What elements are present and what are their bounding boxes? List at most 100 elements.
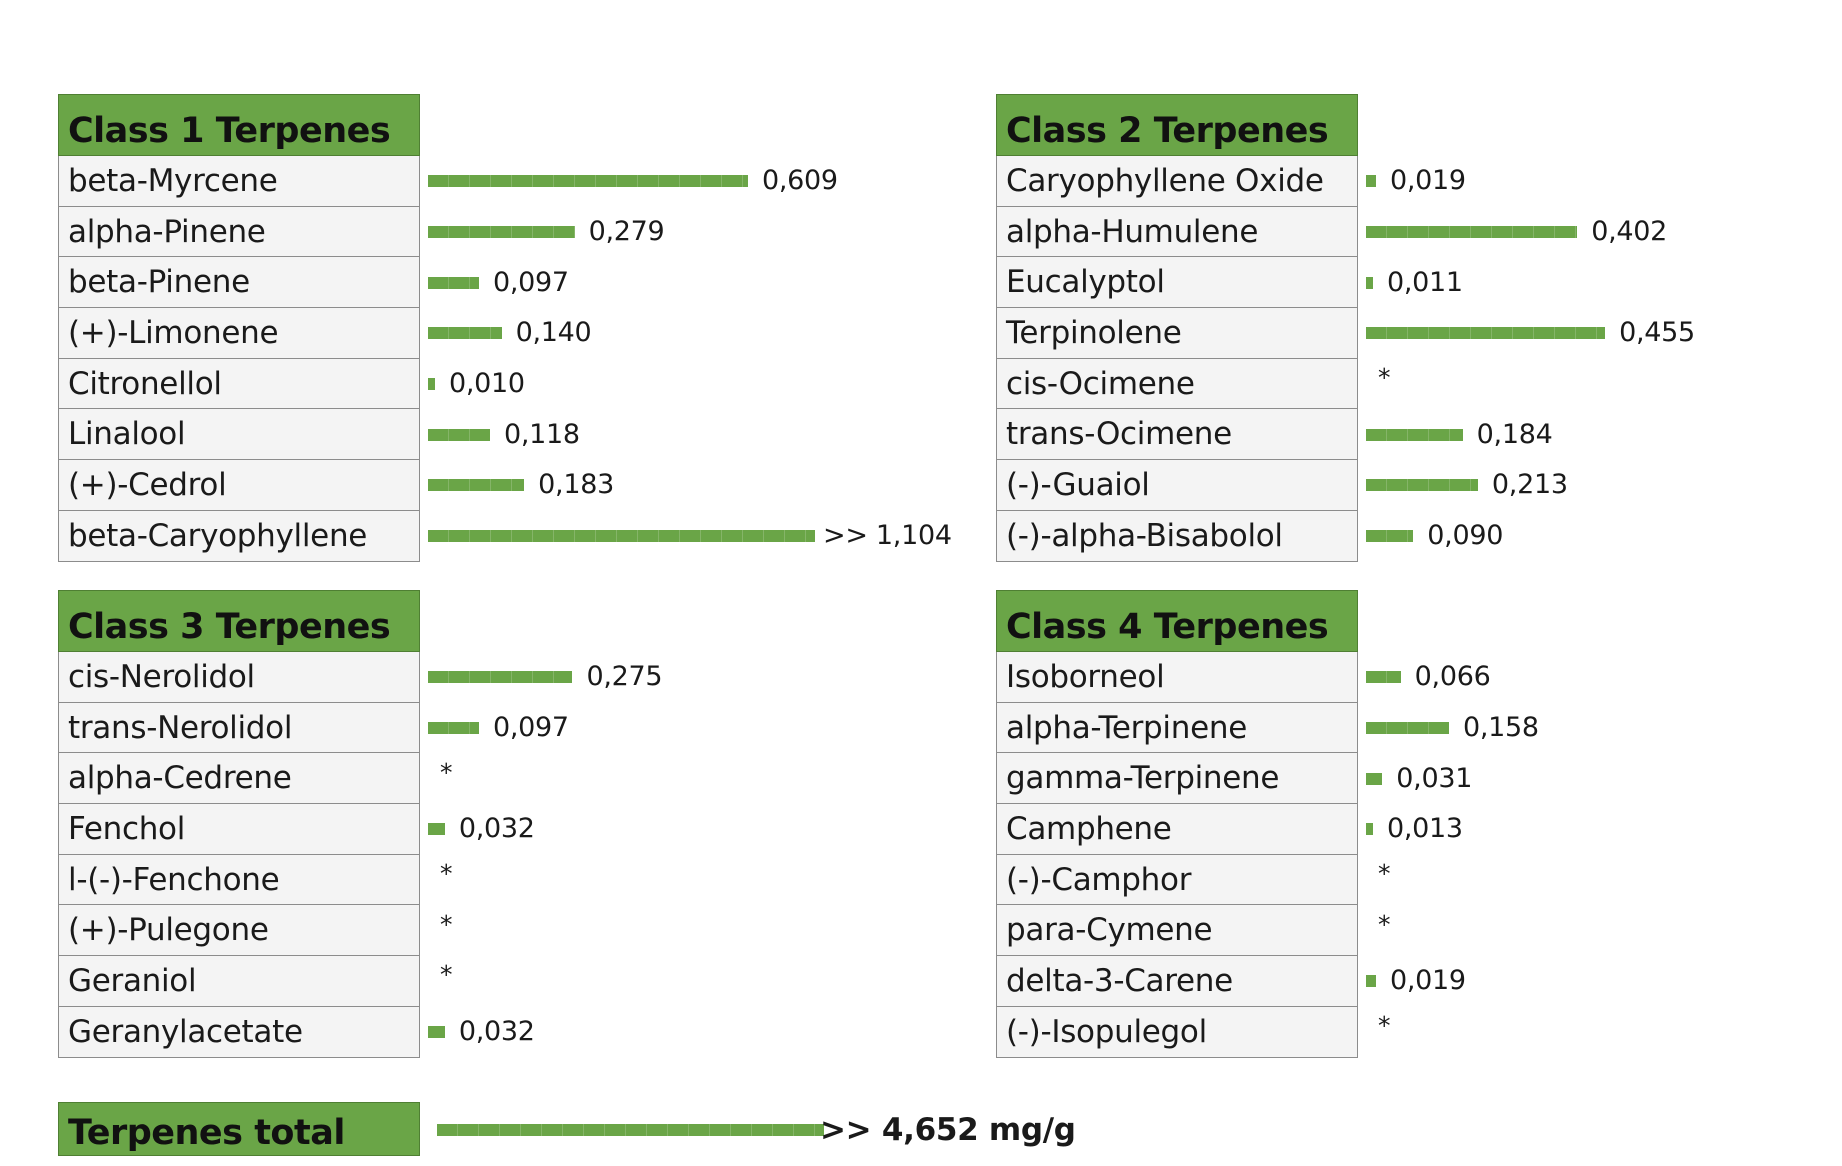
terpene-name: beta-Myrcene: [68, 162, 278, 199]
name-cell: beta-Myrcene: [58, 156, 420, 207]
value-label: 0,019: [1389, 965, 1466, 997]
bar: [1366, 175, 1376, 188]
row-alpha-cedrene: alpha-Cedrene *: [58, 753, 958, 805]
name-cell: Linalool: [58, 409, 420, 461]
value-label: 0,402: [1591, 215, 1668, 247]
terpene-name: Eucalyptol: [1006, 264, 1165, 301]
bar: [428, 823, 445, 836]
terpene-name: alpha-Humulene: [1006, 213, 1259, 250]
total-value: >> 4,652 mg/g: [820, 1112, 1076, 1148]
bar: [428, 1026, 445, 1039]
name-cell: gamma-Terpinene: [996, 753, 1358, 805]
row-gamma-terpinene: gamma-Terpinene 0,031: [996, 753, 1842, 805]
value-label: 0,609: [762, 165, 838, 197]
terpene-name: (-)-Isopulegol: [1006, 1013, 1207, 1050]
value-label: 0,275: [586, 661, 663, 693]
terpene-name: alpha-Terpinene: [1006, 709, 1247, 746]
name-cell: alpha-Terpinene: [996, 702, 1358, 754]
value-label: 0,118: [504, 418, 580, 450]
value-label: *: [1378, 1011, 1391, 1041]
row-geranylacetate: Geranylacetate 0,032: [58, 1006, 958, 1058]
name-cell: Eucalyptol: [996, 257, 1358, 309]
panel-class-1: Class 1 Terpenes beta-Myrcene 0,609 alpha-P…: [58, 94, 958, 562]
bar: [1366, 671, 1401, 684]
row-linalool: Linalool 0,118: [58, 409, 958, 461]
value-label: 0,184: [1476, 418, 1553, 450]
row-delta-3-carene: delta-3-Carene 0,019: [996, 956, 1842, 1007]
name-cell: trans-Ocimene: [996, 409, 1358, 461]
bar: [1366, 722, 1450, 735]
terpene-name: (-)-alpha-Bisabolol: [1006, 517, 1283, 554]
bar: [1366, 479, 1478, 492]
name-cell: l-(-)-Fenchone: [58, 854, 420, 906]
name-cell: (-)-alpha-Bisabolol: [996, 510, 1358, 562]
terpene-name: Geraniol: [68, 962, 197, 999]
value-label: 0,010: [449, 367, 525, 399]
panel-class-2: Class 2 Terpenes Caryophyllene Oxide 0,019…: [996, 94, 1842, 562]
terpene-name: (-)-Camphor: [1006, 861, 1192, 898]
value-label: 0,066: [1414, 661, 1491, 693]
row-alpha-pinene: alpha-Pinene 0,279: [58, 206, 958, 258]
name-cell: Terpinolene: [996, 308, 1358, 359]
bar: [428, 327, 502, 340]
bar: [428, 428, 490, 441]
terpene-name: (+)-Cedrol: [68, 466, 227, 503]
row-pulegone: (+)-Pulegone *: [58, 905, 958, 957]
name-cell: alpha-Humulene: [996, 206, 1358, 258]
name-cell: Caryophyllene Oxide: [996, 156, 1358, 207]
panel-title: Class 1 Terpenes: [68, 111, 391, 151]
value-label: 0,455: [1619, 317, 1695, 349]
name-cell: Geranylacetate: [58, 1006, 420, 1058]
bar: [428, 479, 525, 492]
row-cis-nerolidol: cis-Nerolidol 0,275: [58, 652, 958, 703]
value-label: 0,013: [1387, 813, 1463, 845]
terpene-name: cis-Ocimene: [1006, 365, 1195, 402]
row-citronellol: Citronellol 0,010: [58, 358, 958, 410]
name-cell: beta-Pinene: [58, 257, 420, 309]
terpene-name: Caryophyllene Oxide: [1006, 162, 1324, 199]
terpene-name: (-)-Guaiol: [1006, 466, 1150, 503]
panel-class-3: Class 3 Terpenes cis-Nerolidol 0,275 trans-…: [58, 590, 958, 1058]
bar: [1366, 530, 1414, 543]
bar: [428, 276, 479, 289]
value-label: 0,031: [1396, 762, 1473, 794]
name-cell: cis-Nerolidol: [58, 652, 420, 703]
name-cell: para-Cymene: [996, 905, 1358, 957]
bar: [428, 671, 573, 684]
bar: [428, 226, 575, 239]
name-cell: (-)-Isopulegol: [996, 1006, 1358, 1058]
name-cell: Geraniol: [58, 956, 420, 1007]
terpene-name: beta-Pinene: [68, 264, 250, 301]
value-label: 0,097: [492, 711, 569, 743]
value-label: 0,140: [515, 317, 592, 349]
bar: [428, 175, 748, 188]
panel-title: Class 3 Terpenes: [68, 607, 391, 647]
name-cell: alpha-Pinene: [58, 206, 420, 258]
value-label: *: [440, 757, 453, 787]
row-trans-nerolidol: trans-Nerolidol 0,097: [58, 702, 958, 754]
row-cedrol: (+)-Cedrol 0,183: [58, 460, 958, 511]
terpene-name: Fenchol: [68, 810, 186, 847]
name-cell: trans-Nerolidol: [58, 702, 420, 754]
row-trans-ocimene: trans-Ocimene 0,184: [996, 409, 1842, 461]
row-terpinolene: Terpinolene 0,455: [996, 308, 1842, 359]
terpene-name: delta-3-Carene: [1006, 962, 1233, 999]
panel-title: Class 4 Terpenes: [1006, 607, 1329, 647]
terpene-name: Terpinolene: [1006, 314, 1182, 351]
panel-title: Class 2 Terpenes: [1006, 111, 1329, 151]
row-alpha-humulene: alpha-Humulene 0,402: [996, 206, 1842, 258]
name-cell: beta-Caryophyllene: [58, 510, 420, 562]
value-label: *: [1378, 859, 1391, 889]
bar: [428, 530, 815, 543]
row-beta-caryophyllene: beta-Caryophyllene >> 1,104: [58, 510, 958, 562]
name-cell: delta-3-Carene: [996, 956, 1358, 1007]
value-label: *: [1378, 909, 1391, 939]
name-cell: alpha-Cedrene: [58, 753, 420, 805]
row-guaiol: (-)-Guaiol 0,213: [996, 460, 1842, 511]
terpene-name: Geranylacetate: [68, 1013, 303, 1050]
row-beta-myrcene: beta-Myrcene 0,609: [58, 156, 958, 207]
row-camphene: Camphene 0,013: [996, 804, 1842, 855]
value-label: 0,097: [492, 266, 569, 298]
value-label: 0,032: [458, 813, 535, 845]
value-label: *: [440, 859, 453, 889]
